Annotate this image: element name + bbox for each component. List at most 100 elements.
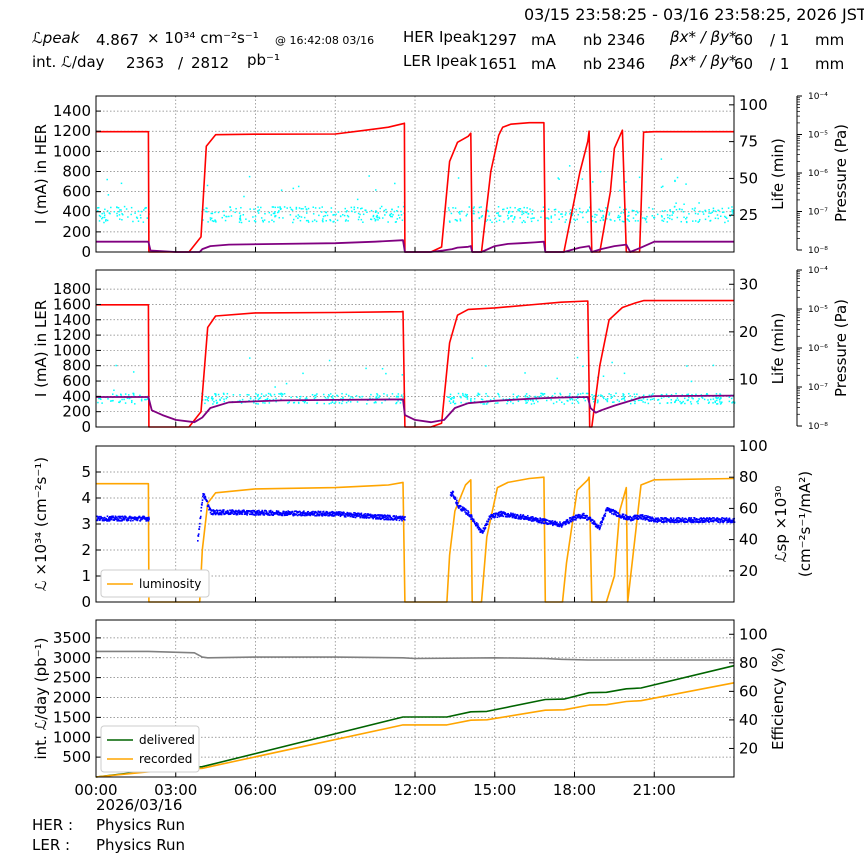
pressure-dot [680, 220, 683, 223]
pressure-dot [571, 398, 574, 401]
pressure-dot [322, 220, 324, 223]
specific-point [732, 520, 734, 523]
specific-point [493, 515, 495, 518]
specific-point [109, 519, 111, 521]
pressure-dot [610, 219, 612, 221]
specific-point [599, 526, 601, 529]
series-recorded [95, 682, 735, 778]
pressure-dot [370, 218, 373, 221]
specific-point [386, 517, 389, 519]
specific-point [277, 510, 280, 513]
specific-point [256, 512, 258, 515]
pressure-dot [275, 400, 277, 403]
pressure-dot [375, 210, 377, 212]
specific-point [715, 520, 718, 522]
pressure-dot [248, 394, 250, 396]
specific-point [213, 509, 215, 512]
pressure-dot [376, 393, 378, 395]
specific-point [466, 514, 469, 516]
specific-point [222, 510, 225, 513]
pressure-dot [223, 398, 225, 400]
specific-point [717, 520, 719, 523]
specific-point [719, 520, 722, 523]
pressure-dot [634, 400, 636, 403]
specific-point [705, 520, 707, 523]
pressure-dot [529, 208, 531, 210]
pressure-dot [687, 399, 689, 401]
her-nb: 2346 [607, 31, 646, 49]
pressure-dot [554, 208, 557, 211]
pressure-dot [321, 206, 323, 208]
specific-point [117, 518, 119, 520]
specific-point [112, 516, 115, 519]
pressure-dot [449, 402, 452, 404]
specific-point [571, 516, 574, 518]
specific-point [564, 522, 567, 524]
specific-point [690, 517, 693, 519]
pressure-dot [359, 213, 361, 216]
pressure-dot [125, 208, 128, 210]
specific-point [199, 515, 202, 518]
specific-point [716, 517, 719, 520]
specific-point [202, 494, 205, 496]
pressure-dot [518, 208, 520, 210]
pressure-dot [370, 393, 372, 396]
pressure-dot [352, 396, 354, 399]
specific-point [98, 515, 100, 518]
pressure-dot [571, 402, 574, 405]
pressure-dot [206, 398, 208, 401]
pressure-dot [601, 395, 603, 397]
pressure-dot [347, 394, 350, 397]
pressure-dot [401, 219, 404, 222]
specific-point [202, 492, 204, 495]
pressure-dot [686, 399, 689, 402]
pressure-dot [685, 220, 688, 223]
pressure-dot [602, 375, 605, 377]
specific-point [508, 516, 511, 518]
pressure-dot [211, 220, 214, 222]
specific-point [526, 517, 529, 520]
pressure-dot [540, 216, 542, 218]
pressure-dot [606, 218, 608, 220]
specific-point [689, 518, 692, 521]
pressure-dot [106, 219, 109, 222]
pressure-dot [234, 211, 236, 214]
specific-point [709, 519, 712, 521]
specific-point [534, 519, 536, 522]
y2-tick-label: 60 [739, 499, 758, 517]
specific-point [122, 516, 125, 518]
specific-point [558, 524, 560, 527]
pressure-dot [448, 209, 450, 211]
ler-peak-value: 1651 [479, 55, 518, 73]
pressure-dot [268, 402, 271, 404]
pressure-dot [628, 392, 630, 395]
pressure-dot [578, 207, 581, 210]
pressure-dot [382, 217, 384, 219]
specific-point [544, 521, 547, 524]
specific-point [381, 515, 383, 518]
pressure-dot [616, 399, 619, 401]
specific-point [612, 513, 615, 516]
pressure-dot [376, 216, 379, 219]
specific-point [513, 515, 516, 517]
pressure-dot [511, 210, 514, 213]
pressure-dot [207, 221, 209, 223]
specific-point [250, 511, 252, 513]
specific-point [648, 518, 650, 521]
specific-point [331, 512, 334, 515]
specific-point [299, 510, 301, 513]
pressure-dot [397, 393, 400, 395]
specific-point [108, 516, 110, 519]
pressure-dot [637, 211, 639, 214]
pressure-dot [350, 396, 352, 398]
specific-point [506, 516, 508, 518]
pressure-dot [97, 401, 99, 404]
specific-point [308, 512, 311, 514]
specific-point [578, 515, 581, 518]
specific-point [235, 513, 238, 516]
pressure-dot [591, 220, 594, 222]
specific-point [613, 512, 615, 515]
pressure-dot [295, 208, 298, 210]
specific-point [564, 523, 567, 526]
